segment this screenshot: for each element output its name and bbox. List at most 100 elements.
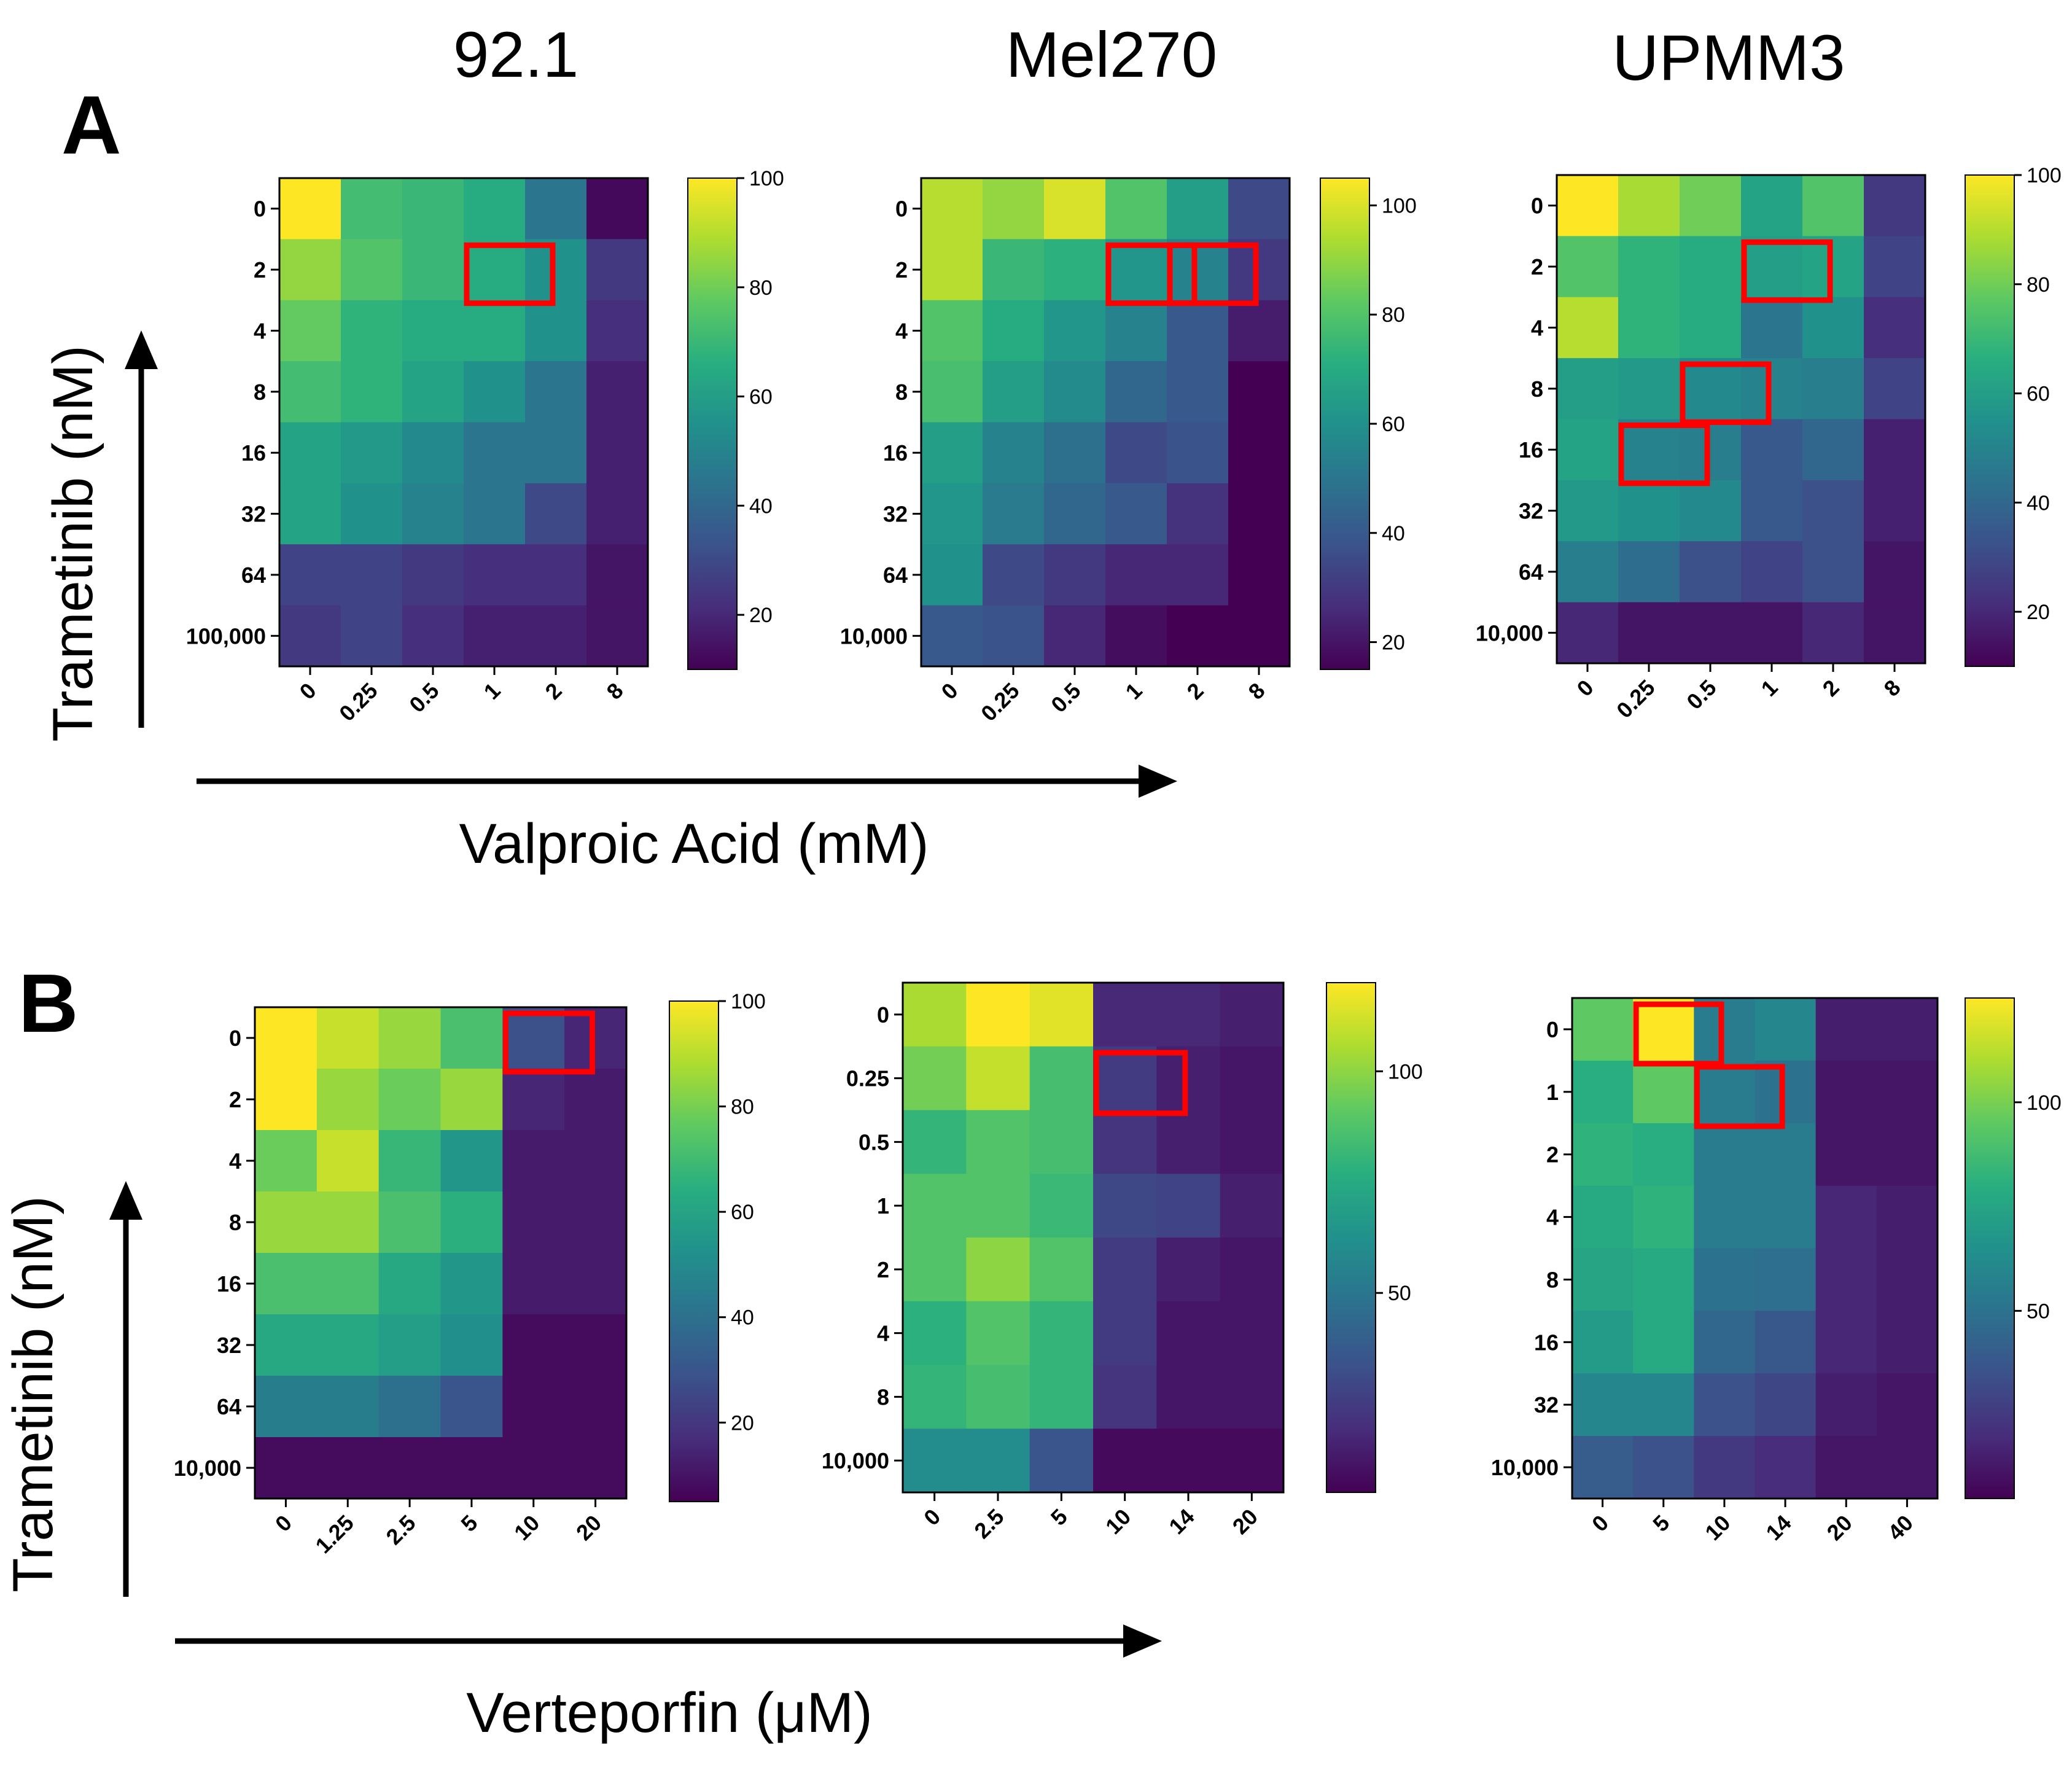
heatmap-cell [564,1437,627,1499]
heatmap-cell [440,1069,503,1131]
y-tick-label: 16 [1534,1330,1559,1355]
heatmap-cell [903,983,967,1047]
heatmap-cell [1105,605,1167,667]
heatmap-cell [525,239,587,301]
heatmap-cell [1864,602,1926,664]
heatmap-cell [1044,605,1106,667]
heatmap-cell [1755,1373,1817,1437]
heatmap-B-Mel270: 0 0.25 0.5 1 2 4 8 10,000 0 2.5 5 10 14 20 50 100 [822,981,1423,1543]
heatmap-cell [966,1110,1030,1174]
heatmap-A-UPMM3: 0 2 4 8 16 32 64 10,000 0 0.25 0.5 1 2 8 20 40 60 80 100 [1476,164,2062,723]
heatmap-cell [464,300,526,362]
y-tick-label: 2 [1531,254,1543,279]
heatmap-cell [464,544,526,606]
highlight-box [464,242,556,306]
heatmap-cell [983,300,1045,362]
y-tick-label: 2 [254,257,266,283]
heatmap-cell [255,1069,317,1131]
y-tick-label: 0.25 [846,1066,889,1091]
heatmap-cell [341,422,403,484]
heatmap-cell [1633,1248,1694,1311]
heatmap-cell [1156,1174,1221,1238]
heatmap-cell [1220,1110,1284,1174]
heatmap-cell [341,178,403,240]
x-tick-label: 0.25 [334,678,383,727]
heatmap-cell [1680,480,1742,542]
heatmap-cell [1633,1123,1694,1187]
x-tick-label: 8 [602,678,628,704]
heatmap-cell [255,1376,317,1438]
heatmap-cell [1572,1311,1634,1374]
colorbar-tick-label: 100 [749,167,784,190]
x-tick-label: 1 [1121,678,1147,704]
heatmap-cell [1864,236,1926,298]
heatmap-cell [525,300,587,362]
y-tick-label: 32 [241,502,266,527]
colorbar-tick-label: 50 [1388,1282,1411,1305]
heatmap-cell [402,605,464,667]
heatmap-cell [1044,178,1106,240]
heatmap-cell [903,1174,967,1238]
heatmap-cell [903,1301,967,1366]
heatmap-cell [586,544,648,606]
heatmap-cell [502,1376,565,1438]
heatmap-cell [983,605,1045,667]
heatmap-cell [255,1130,317,1192]
heatmap-cell [966,1365,1030,1429]
heatmap-cell [586,483,648,545]
heatmap-cell [440,1007,503,1069]
heatmap-cell [1156,1301,1221,1366]
heatmap-cell [1864,480,1926,542]
y-tick-label: 0 [895,197,908,222]
heatmap-cell [1167,239,1229,301]
y-tick-label: 64 [1519,559,1543,585]
y-tick-label: 32 [1534,1392,1559,1417]
heatmap-cell [255,1253,317,1315]
heatmap-cell [983,239,1045,301]
heatmap-cell [316,1191,380,1253]
heatmap-cell [525,422,587,484]
heatmap-cell [1220,983,1284,1047]
heatmap-cell [1864,541,1926,603]
heatmap-cell [1156,1365,1221,1429]
y-tick-label: 0 [1531,193,1543,219]
heatmap-cell [1167,422,1229,484]
heatmap-cell [1755,1436,1817,1499]
highlight-box [1105,242,1198,306]
colorbar [687,177,738,670]
y-tick-label: 2 [229,1087,241,1112]
heatmap-cell [279,300,341,362]
heatmap-cell [402,300,464,362]
heatmap-cell [1044,422,1106,484]
heatmap-cell [1557,236,1619,298]
heatmap-cell [1741,419,1803,481]
heatmap-cell [1557,480,1619,542]
heatmap-cell [1220,1174,1284,1238]
y-tick-label: 100,000 [186,623,266,649]
heatmap-cell [1741,358,1803,420]
colorbar-tick-label: 60 [1382,413,1405,436]
heatmap-cell [1864,297,1926,359]
column-title-92-1: 92.1 [453,19,578,91]
heatmap-cell [1029,1301,1094,1366]
y-tick-label: 8 [877,1384,889,1409]
heatmap-cell [1029,1429,1094,1493]
y-tick-label: 4 [1546,1205,1559,1230]
x-tick-label: 20 [1228,1504,1263,1539]
heatmap-cell [1815,1123,1877,1187]
y-tick-label: 4 [254,318,266,343]
heatmap-cell [921,239,983,301]
y-tick-label: 0 [877,1002,889,1027]
heatmap-frame [902,981,1285,1494]
heatmap-cell [1105,483,1167,545]
x-tick-label: 0 [270,1510,297,1537]
heatmap-cell [564,1253,627,1315]
heatmap-cell [402,178,464,240]
heatmap-cell [440,1376,503,1438]
heatmap-cell [1815,1060,1877,1124]
heatmap-cell [1105,361,1167,423]
heatmap-A-Mel270: 0 2 4 8 16 32 64 10,000 0 0.25 0.5 1 2 8 20 40 60 80 100 [840,177,1417,726]
heatmap-cell [921,422,983,484]
heatmap-cell [279,361,341,423]
heatmap-cell [1755,1311,1817,1374]
